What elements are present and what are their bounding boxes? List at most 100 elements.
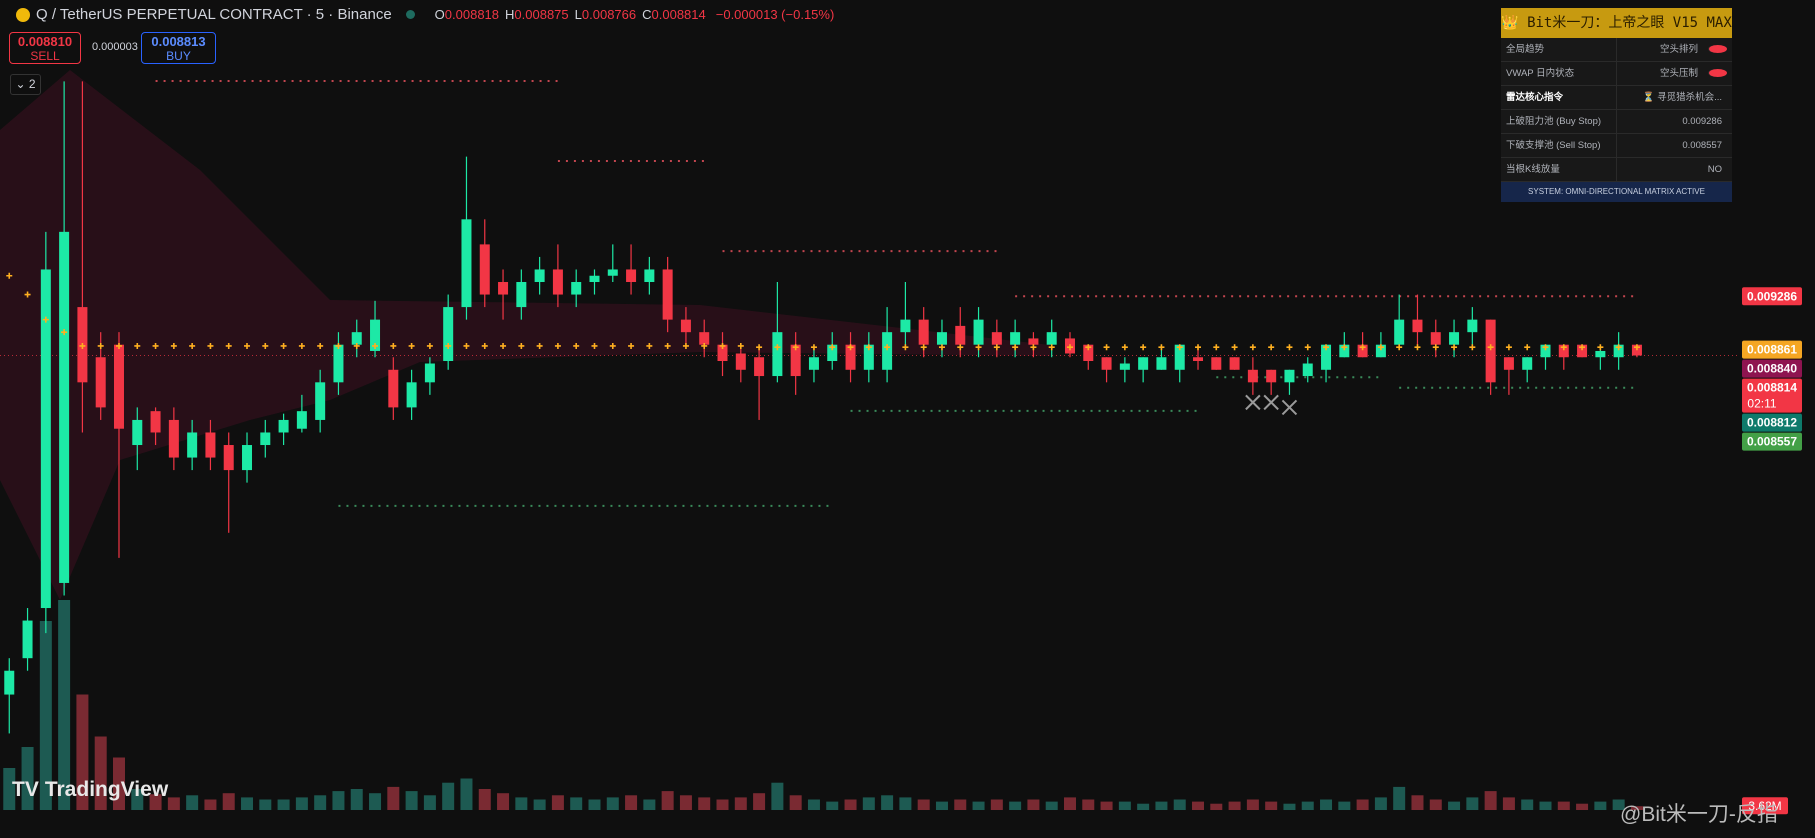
sell-button[interactable]: 0.008810 SELL bbox=[9, 32, 81, 64]
candle-body bbox=[882, 332, 893, 370]
vwap-marker bbox=[463, 342, 470, 349]
vwap-marker bbox=[1231, 344, 1238, 351]
volume-bar bbox=[112, 757, 125, 810]
volume-bar bbox=[1411, 795, 1424, 810]
candle-body bbox=[1046, 332, 1057, 345]
candle-body bbox=[150, 411, 161, 433]
price-label-text: 0.008861 bbox=[1747, 343, 1797, 357]
volume-bar bbox=[917, 799, 930, 810]
volume-bar bbox=[369, 793, 382, 810]
vwap-marker bbox=[646, 342, 653, 349]
candle-body bbox=[1412, 319, 1423, 333]
volume-bar bbox=[551, 795, 564, 810]
candle-body bbox=[461, 219, 472, 308]
panel-title-text: Bit米一刀：上帝之眼 V15 MAX bbox=[1527, 15, 1732, 31]
candle-body bbox=[1010, 332, 1021, 345]
vwap-marker bbox=[810, 344, 817, 351]
vwap-marker bbox=[298, 342, 305, 349]
volume-label-bg bbox=[1742, 797, 1788, 815]
indicators-badge[interactable]: ⌄ 2 bbox=[10, 74, 41, 95]
panel-value-text: 0.008557 bbox=[1682, 140, 1722, 151]
candle-body bbox=[1375, 344, 1386, 358]
candle-body bbox=[1083, 344, 1094, 362]
candle-body bbox=[1174, 344, 1185, 370]
vwap-marker bbox=[1432, 344, 1439, 351]
panel-row: 全局趋势 空头排列 bbox=[1501, 38, 1732, 62]
candle-body bbox=[1028, 338, 1039, 345]
price-label-text: 0.008812 bbox=[1747, 416, 1797, 430]
vwap-marker bbox=[1085, 344, 1092, 351]
volume-bar bbox=[1539, 801, 1552, 810]
vwap-marker bbox=[170, 342, 177, 349]
volume-bar bbox=[570, 797, 583, 810]
panel-value-text: 0.009286 bbox=[1682, 116, 1722, 127]
candle-body bbox=[333, 344, 344, 383]
volume-bar bbox=[497, 793, 510, 810]
vwap-marker bbox=[1195, 344, 1202, 351]
vwap-marker bbox=[408, 342, 415, 349]
candle-body bbox=[1467, 319, 1478, 333]
vwap-marker bbox=[591, 342, 598, 349]
vwap-marker bbox=[609, 342, 616, 349]
vwap-marker bbox=[920, 344, 927, 351]
candle-body bbox=[1503, 357, 1514, 370]
volume-bar bbox=[58, 600, 71, 810]
volume-bar bbox=[643, 799, 656, 810]
candle-body bbox=[1595, 350, 1606, 358]
candle-body bbox=[242, 445, 253, 471]
candle-body bbox=[827, 344, 838, 362]
buy-label: BUY bbox=[166, 49, 191, 63]
volume-bar bbox=[21, 747, 34, 810]
header: Q / TetherUS PERPETUAL CONTRACT · 5 · Bi… bbox=[16, 6, 834, 23]
vwap-marker bbox=[280, 342, 287, 349]
ohlc-value: 0.008766 bbox=[581, 7, 637, 22]
vwap-marker bbox=[792, 344, 799, 351]
candle-body bbox=[1156, 357, 1167, 370]
vwap-marker bbox=[1121, 344, 1128, 351]
vwap-marker bbox=[317, 342, 324, 349]
candle-body bbox=[1522, 357, 1533, 370]
candle-body bbox=[1321, 344, 1332, 370]
vwap-marker bbox=[1140, 344, 1147, 351]
candle-body bbox=[516, 282, 527, 308]
vwap-marker bbox=[1158, 344, 1165, 351]
vwap-marker bbox=[1633, 344, 1640, 351]
vwap-marker bbox=[189, 342, 196, 349]
candle-body bbox=[571, 282, 582, 295]
vwap-marker bbox=[682, 342, 689, 349]
volume-bar bbox=[1576, 803, 1589, 810]
countdown: 02:11 bbox=[1747, 397, 1776, 411]
panel-value-text: 空头排列 bbox=[1659, 44, 1698, 55]
volume-bar bbox=[1228, 801, 1241, 810]
candle-body bbox=[699, 332, 710, 345]
vwap-marker bbox=[61, 329, 68, 336]
vwap-marker bbox=[664, 342, 671, 349]
symbol[interactable]: Q / TetherUS PERPETUAL CONTRACT · 5 · Bi… bbox=[36, 6, 392, 23]
change: −0.000013 (−0.15%) bbox=[715, 7, 835, 22]
candle-body bbox=[1211, 357, 1222, 370]
volume-bar bbox=[1063, 797, 1076, 810]
volume-bar bbox=[423, 795, 436, 810]
volume-bar bbox=[149, 794, 162, 810]
candle-body bbox=[479, 244, 490, 295]
price-label-bg bbox=[1742, 378, 1802, 413]
volume-bar bbox=[716, 799, 729, 810]
vwap-marker bbox=[1560, 344, 1567, 351]
candle-body bbox=[1430, 332, 1441, 345]
panel-label: 当根K线放量 bbox=[1506, 164, 1560, 175]
volume-bar bbox=[387, 786, 400, 810]
volume-bar bbox=[753, 793, 766, 810]
volume-bar bbox=[1320, 799, 1333, 810]
vwap-marker bbox=[1579, 344, 1586, 351]
logo bbox=[16, 7, 30, 22]
candle-body bbox=[443, 307, 454, 362]
cross-marker bbox=[1245, 394, 1261, 411]
candle-body bbox=[351, 332, 362, 345]
vwap-marker bbox=[426, 342, 433, 349]
buy-button[interactable]: 0.008813 BUY bbox=[141, 32, 216, 64]
volume-bar bbox=[972, 801, 985, 810]
price-label: 0.008840 bbox=[1742, 359, 1802, 378]
vwap-marker bbox=[865, 344, 872, 351]
candle-body bbox=[589, 275, 600, 283]
vwap-marker bbox=[481, 342, 488, 349]
